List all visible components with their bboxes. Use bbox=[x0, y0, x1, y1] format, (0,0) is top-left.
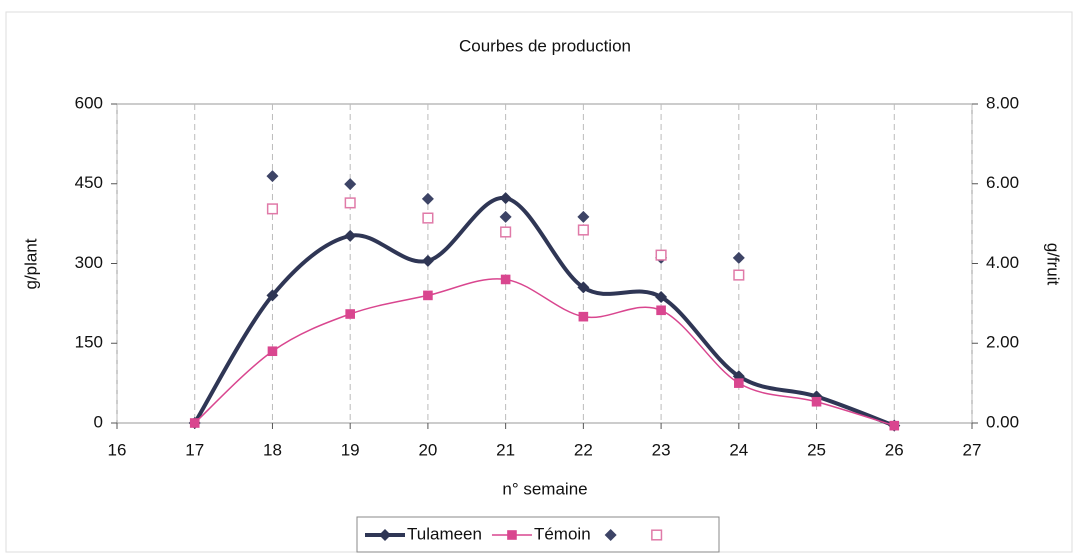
x-tick-label: 16 bbox=[108, 440, 127, 459]
legend-marker bbox=[379, 529, 391, 541]
marker bbox=[500, 226, 512, 238]
y2-axis-label: g/fruit bbox=[1044, 243, 1063, 286]
marker bbox=[266, 170, 279, 183]
marker bbox=[577, 224, 589, 236]
marker bbox=[655, 249, 667, 261]
marker bbox=[423, 290, 433, 301]
x-tick-label: 18 bbox=[263, 440, 282, 459]
marker bbox=[577, 281, 590, 294]
x-tick-label: 27 bbox=[963, 440, 982, 459]
marker bbox=[732, 251, 745, 264]
marker bbox=[267, 346, 278, 357]
y2-tick-label: 8.00 bbox=[986, 93, 1019, 112]
y-tick-label: 300 bbox=[75, 253, 103, 272]
marker bbox=[499, 192, 512, 205]
marker bbox=[422, 212, 434, 224]
marker bbox=[811, 396, 822, 407]
x-tick-label: 20 bbox=[418, 440, 437, 459]
legend-marker bbox=[651, 529, 663, 541]
y2-tick-label: 0.00 bbox=[986, 412, 1019, 431]
x-tick-label: 21 bbox=[496, 440, 515, 459]
x-tick-label: 23 bbox=[652, 440, 671, 459]
y-tick-label: 0 bbox=[94, 412, 103, 431]
y2-tick-label: 4.00 bbox=[986, 253, 1019, 272]
marker bbox=[655, 290, 668, 303]
x-tick-label: 17 bbox=[185, 440, 204, 459]
series-line bbox=[194, 278, 895, 427]
legend-label: Tulameen bbox=[407, 524, 482, 543]
y-axis-label: g/plant bbox=[21, 238, 40, 289]
legend-marker bbox=[604, 529, 617, 541]
y-tick-label: 450 bbox=[75, 173, 103, 192]
marker bbox=[189, 418, 200, 428]
y-tick-label: 150 bbox=[75, 333, 103, 352]
marker bbox=[421, 192, 434, 205]
legend-marker bbox=[507, 530, 517, 540]
marker bbox=[344, 229, 357, 242]
marker bbox=[499, 210, 512, 223]
x-tick-label: 25 bbox=[807, 440, 826, 459]
marker bbox=[345, 309, 355, 319]
series-line bbox=[193, 196, 895, 428]
y2-tick-label: 6.00 bbox=[986, 173, 1019, 192]
marker bbox=[656, 305, 666, 316]
marker bbox=[266, 289, 279, 302]
marker bbox=[577, 210, 590, 223]
marker bbox=[344, 178, 357, 191]
marker bbox=[733, 269, 745, 281]
marker bbox=[344, 197, 356, 209]
chart-title: Courbes de production bbox=[459, 36, 631, 55]
x-tick-label: 22 bbox=[574, 440, 593, 459]
marker bbox=[734, 378, 744, 388]
x-tick-label: 24 bbox=[729, 440, 748, 459]
x-axis-label: n° semaine bbox=[502, 479, 587, 498]
marker bbox=[889, 420, 900, 431]
marker bbox=[500, 274, 511, 285]
legend-label: Témoin bbox=[534, 524, 591, 543]
marker bbox=[421, 254, 434, 267]
x-tick-label: 19 bbox=[341, 440, 360, 459]
x-tick-label: 26 bbox=[885, 440, 904, 459]
marker bbox=[578, 311, 589, 322]
y-tick-label: 600 bbox=[75, 93, 103, 112]
y2-tick-label: 2.00 bbox=[986, 333, 1019, 352]
plot-area bbox=[116, 103, 973, 424]
marker bbox=[266, 203, 279, 215]
